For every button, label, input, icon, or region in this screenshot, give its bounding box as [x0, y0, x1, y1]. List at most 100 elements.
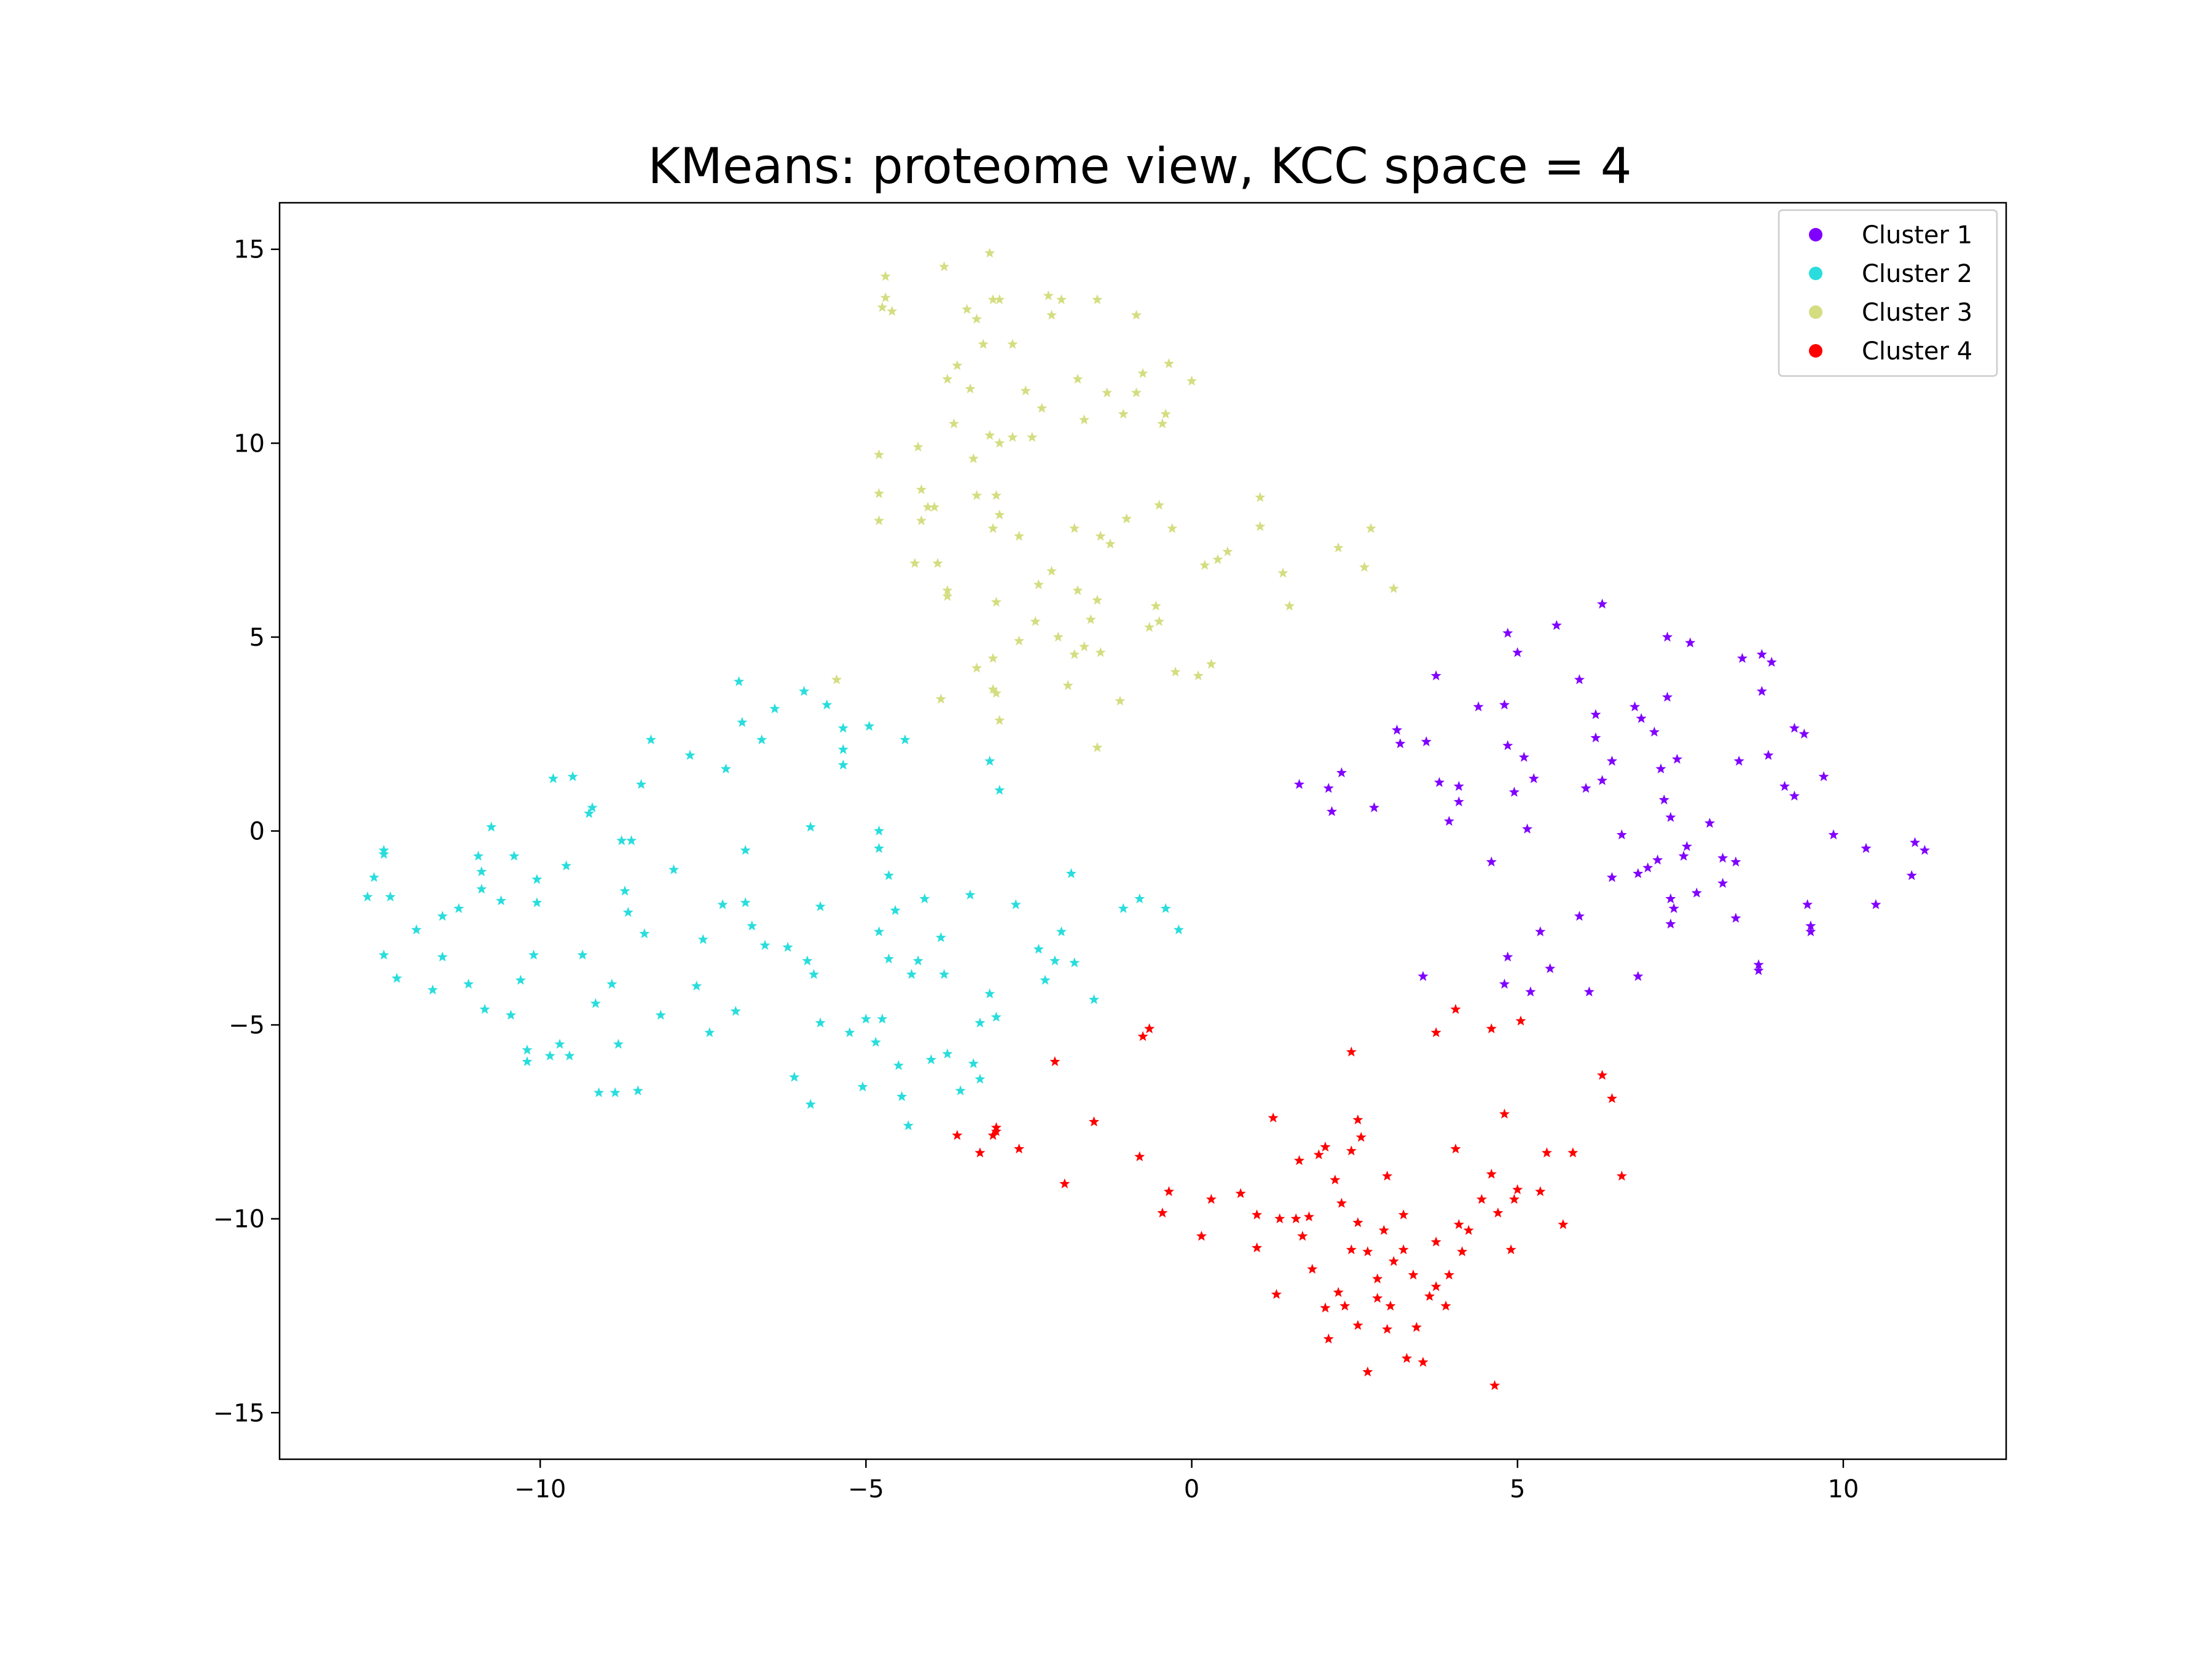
data-point: [1014, 635, 1025, 646]
data-point: [1033, 579, 1044, 589]
data-point: [952, 360, 963, 370]
legend: Cluster 1 Cluster 2 Cluster 3 Cluster 4: [1778, 209, 1998, 377]
data-point: [1007, 339, 1018, 349]
data-point: [1131, 310, 1142, 320]
legend-box: [1778, 209, 1998, 377]
data-point: [1486, 856, 1497, 867]
data-point: [1499, 699, 1510, 710]
data-point: [1037, 402, 1048, 413]
data-point: [1685, 637, 1696, 648]
data-point: [1333, 1287, 1344, 1297]
data-point: [515, 974, 526, 985]
data-point: [1252, 1242, 1263, 1253]
data-point: [831, 674, 842, 684]
data-point: [697, 934, 708, 944]
data-point: [1453, 796, 1464, 807]
data-point: [1271, 1288, 1282, 1299]
data-point: [476, 866, 487, 877]
data-point: [874, 515, 885, 525]
data-point: [1453, 1219, 1464, 1229]
data-point: [857, 1081, 868, 1092]
data-point: [1430, 1027, 1441, 1037]
data-point: [987, 684, 998, 694]
data-point: [1730, 856, 1741, 867]
series-4: [952, 1003, 1627, 1390]
data-point: [1633, 868, 1644, 879]
data-point: [1293, 1155, 1305, 1166]
data-point: [1910, 837, 1921, 847]
data-point: [1861, 842, 1872, 853]
data-point: [632, 1085, 643, 1096]
data-point: [1489, 1380, 1500, 1390]
data-point: [1633, 971, 1644, 981]
data-point: [1499, 1108, 1510, 1119]
data-point: [610, 1087, 621, 1097]
data-point: [1505, 1244, 1516, 1255]
x-tick-label: −10: [514, 1475, 566, 1503]
data-point: [1352, 1320, 1363, 1330]
data-point: [1395, 738, 1406, 748]
data-point: [1382, 1323, 1393, 1334]
data-point: [1805, 920, 1816, 931]
data-point: [984, 429, 995, 440]
data-point: [984, 755, 995, 766]
data-point: [1255, 492, 1266, 502]
data-point: [584, 808, 595, 818]
data-point: [962, 304, 973, 314]
data-point: [1430, 670, 1441, 681]
data-point: [987, 523, 998, 533]
data-point: [1541, 1147, 1552, 1158]
data-point: [1499, 978, 1510, 989]
data-point: [1033, 944, 1044, 954]
data-point: [971, 313, 982, 324]
data-point: [1418, 1357, 1429, 1367]
data-point: [942, 590, 953, 601]
data-point: [1131, 387, 1142, 398]
y-tick-label: 0: [249, 818, 265, 846]
data-point: [645, 734, 656, 745]
data-point: [522, 1045, 533, 1055]
data-point: [1134, 1151, 1145, 1161]
data-point: [411, 924, 422, 935]
data-point: [971, 490, 982, 500]
data-point: [1118, 409, 1129, 419]
data-point: [1518, 751, 1529, 762]
data-point: [1512, 647, 1523, 657]
data-point: [942, 374, 953, 384]
data-point: [1333, 542, 1344, 552]
data-point: [1339, 1300, 1351, 1311]
data-point: [1085, 614, 1096, 624]
data-point: [1049, 955, 1061, 966]
data-point: [1671, 753, 1683, 764]
data-point: [1737, 653, 1748, 663]
data-point: [391, 973, 402, 983]
chart-title: KMeans: proteome view, KCC space = 4: [648, 138, 1631, 195]
data-point: [1144, 622, 1155, 632]
data-point: [1196, 1231, 1207, 1241]
data-point: [1789, 790, 1800, 801]
data-point: [916, 515, 927, 525]
data-point: [1642, 862, 1653, 872]
data-point: [984, 988, 995, 998]
data-point: [1463, 1225, 1474, 1235]
data-point: [990, 688, 1002, 698]
data-point: [378, 949, 390, 960]
data-point: [1443, 815, 1454, 826]
data-point: [717, 899, 728, 909]
data-point: [942, 585, 953, 595]
x-tick-label: 0: [1184, 1475, 1199, 1503]
data-point: [1665, 893, 1676, 904]
legend-label: Cluster 3: [1862, 299, 1972, 327]
data-point: [1062, 680, 1073, 691]
data-point: [522, 1056, 533, 1067]
data-point: [1222, 546, 1233, 557]
data-point: [1756, 649, 1767, 659]
data-point: [1092, 742, 1103, 753]
data-point: [1535, 1186, 1546, 1196]
data-point: [912, 441, 924, 452]
data-point: [1255, 521, 1266, 531]
data-point: [1303, 1211, 1314, 1221]
legend-marker: [1809, 305, 1822, 319]
data-point: [1630, 701, 1641, 711]
data-point: [1365, 523, 1376, 533]
